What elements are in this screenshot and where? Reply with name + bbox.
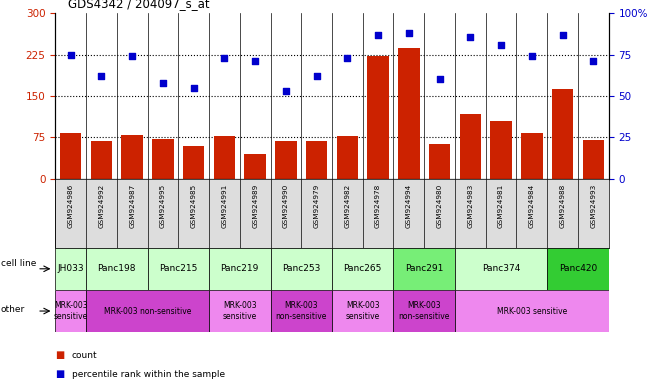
Point bbox=[373, 32, 383, 38]
Text: GSM924985: GSM924985 bbox=[191, 184, 197, 228]
Bar bbox=[367, 56, 389, 179]
Bar bbox=[209, 290, 271, 332]
Text: GSM924986: GSM924986 bbox=[68, 184, 74, 228]
Text: Panc265: Panc265 bbox=[344, 264, 382, 273]
Text: GSM924980: GSM924980 bbox=[437, 184, 443, 228]
Bar bbox=[55, 290, 86, 332]
Bar bbox=[90, 141, 112, 179]
Bar bbox=[455, 290, 609, 332]
Bar bbox=[547, 248, 609, 290]
Bar bbox=[271, 290, 332, 332]
Text: MRK-003 sensitive: MRK-003 sensitive bbox=[497, 306, 567, 316]
Bar bbox=[337, 136, 358, 179]
Bar bbox=[122, 134, 143, 179]
Text: GSM924982: GSM924982 bbox=[344, 184, 350, 228]
Bar bbox=[429, 144, 450, 179]
Bar bbox=[275, 141, 297, 179]
Point bbox=[311, 73, 322, 79]
Text: GSM924978: GSM924978 bbox=[375, 184, 381, 228]
Text: MRK-003
non-sensitive: MRK-003 non-sensitive bbox=[275, 301, 327, 321]
Text: GDS4342 / 204097_s_at: GDS4342 / 204097_s_at bbox=[68, 0, 210, 10]
Text: other: other bbox=[1, 305, 25, 314]
Text: GSM924983: GSM924983 bbox=[467, 184, 473, 228]
Text: MRK-003
sensitive: MRK-003 sensitive bbox=[346, 301, 380, 321]
Bar bbox=[552, 89, 574, 179]
Bar bbox=[306, 141, 327, 179]
Point bbox=[250, 58, 260, 65]
Bar bbox=[148, 248, 209, 290]
Bar bbox=[152, 139, 174, 179]
Point bbox=[588, 58, 598, 65]
Bar bbox=[209, 248, 271, 290]
Bar bbox=[55, 248, 86, 290]
Text: GSM924994: GSM924994 bbox=[406, 184, 412, 228]
Text: GSM924992: GSM924992 bbox=[98, 184, 104, 228]
Point bbox=[465, 33, 475, 40]
Text: GSM924993: GSM924993 bbox=[590, 184, 596, 228]
Text: GSM924995: GSM924995 bbox=[160, 184, 166, 228]
Point bbox=[281, 88, 291, 94]
Point bbox=[219, 55, 230, 61]
Text: Panc215: Panc215 bbox=[159, 264, 197, 273]
Text: Panc374: Panc374 bbox=[482, 264, 520, 273]
Text: JH033: JH033 bbox=[57, 264, 84, 273]
Text: GSM924988: GSM924988 bbox=[560, 184, 566, 228]
Point bbox=[96, 73, 107, 79]
Text: GSM924987: GSM924987 bbox=[129, 184, 135, 228]
Bar bbox=[244, 154, 266, 179]
Bar bbox=[271, 248, 332, 290]
Point bbox=[496, 42, 506, 48]
Point bbox=[189, 85, 199, 91]
Point bbox=[557, 32, 568, 38]
Text: cell line: cell line bbox=[1, 258, 36, 268]
Text: Panc198: Panc198 bbox=[98, 264, 136, 273]
Bar bbox=[455, 248, 547, 290]
Point bbox=[434, 76, 445, 83]
Text: Panc291: Panc291 bbox=[405, 264, 443, 273]
Point bbox=[158, 80, 168, 86]
Text: count: count bbox=[72, 351, 97, 360]
Point bbox=[404, 30, 414, 36]
Text: MRK-003
non-sensitive: MRK-003 non-sensitive bbox=[398, 301, 450, 321]
Text: MRK-003 non-sensitive: MRK-003 non-sensitive bbox=[104, 306, 191, 316]
Bar bbox=[332, 248, 393, 290]
Text: Panc420: Panc420 bbox=[559, 264, 597, 273]
Text: GSM924990: GSM924990 bbox=[283, 184, 289, 228]
Text: Panc219: Panc219 bbox=[221, 264, 259, 273]
Text: MRK-003
sensitive: MRK-003 sensitive bbox=[53, 301, 88, 321]
Text: GSM924991: GSM924991 bbox=[221, 184, 227, 228]
Bar bbox=[460, 114, 481, 179]
Point bbox=[127, 53, 137, 60]
Text: GSM924984: GSM924984 bbox=[529, 184, 535, 228]
Bar bbox=[183, 146, 204, 179]
Text: ■: ■ bbox=[55, 369, 64, 379]
Text: ■: ■ bbox=[55, 350, 64, 360]
Point bbox=[342, 55, 353, 61]
Bar bbox=[86, 290, 209, 332]
Text: percentile rank within the sample: percentile rank within the sample bbox=[72, 370, 225, 379]
Bar bbox=[521, 133, 542, 179]
Bar bbox=[214, 136, 235, 179]
Bar bbox=[393, 248, 455, 290]
Text: MRK-003
sensitive: MRK-003 sensitive bbox=[223, 301, 257, 321]
Bar bbox=[332, 290, 393, 332]
Text: Panc253: Panc253 bbox=[282, 264, 320, 273]
Point bbox=[66, 52, 76, 58]
Bar bbox=[86, 248, 148, 290]
Bar bbox=[393, 290, 455, 332]
Point bbox=[527, 53, 537, 60]
Text: GSM924981: GSM924981 bbox=[498, 184, 504, 228]
Text: GSM924989: GSM924989 bbox=[252, 184, 258, 228]
Bar bbox=[60, 133, 81, 179]
Bar bbox=[490, 121, 512, 179]
Bar bbox=[583, 140, 604, 179]
Text: GSM924979: GSM924979 bbox=[314, 184, 320, 228]
Bar bbox=[398, 48, 420, 179]
